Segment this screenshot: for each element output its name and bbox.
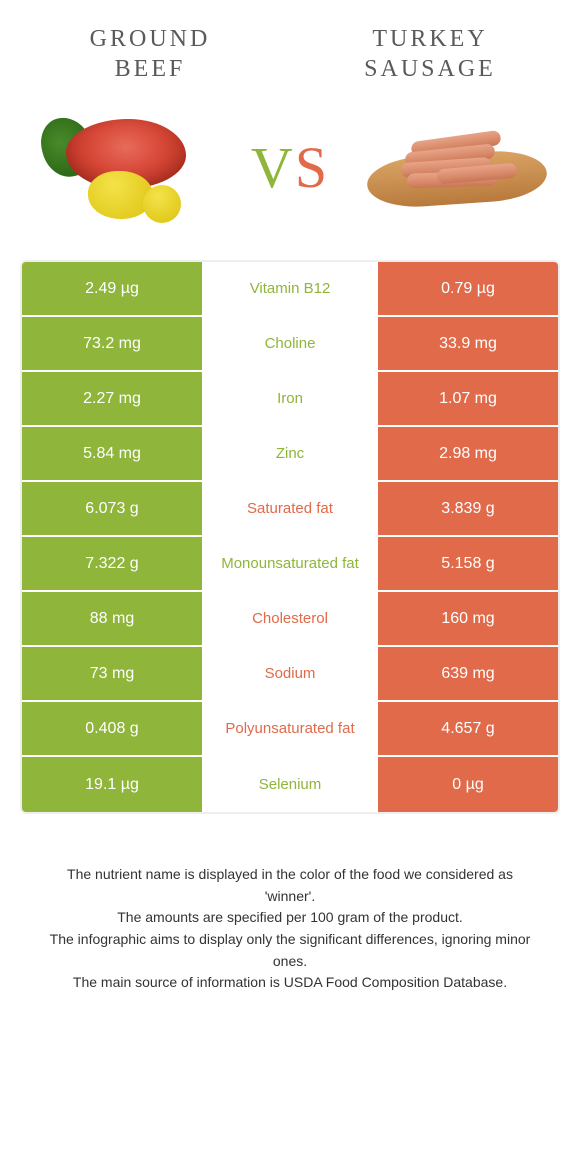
right-value-cell: 33.9 mg <box>378 317 558 370</box>
nutrient-label: Sodium <box>202 647 378 700</box>
left-food-title: GROUND BEEF <box>50 24 250 84</box>
footer-notes: The nutrient name is displayed in the co… <box>20 814 560 994</box>
footer-line-1: The nutrient name is displayed in the co… <box>40 864 540 907</box>
right-value-cell: 0 µg <box>378 757 558 812</box>
nutrient-label: Vitamin B12 <box>202 262 378 315</box>
right-value-cell: 2.98 mg <box>378 427 558 480</box>
vs-label: VS <box>251 134 329 201</box>
table-row: 88 mgCholesterol160 mg <box>22 592 558 647</box>
nutrient-label: Saturated fat <box>202 482 378 535</box>
nutrient-label: Monounsaturated fat <box>202 537 378 590</box>
footer-line-3: The infographic aims to display only the… <box>40 929 540 972</box>
right-value-cell: 5.158 g <box>378 537 558 590</box>
left-value-cell: 2.49 µg <box>22 262 202 315</box>
vs-s-letter: S <box>295 135 329 200</box>
footer-line-2: The amounts are specified per 100 gram o… <box>40 907 540 929</box>
left-value-cell: 6.073 g <box>22 482 202 535</box>
right-food-image <box>362 102 552 232</box>
nutrient-label: Choline <box>202 317 378 370</box>
left-value-cell: 19.1 µg <box>22 757 202 812</box>
left-value-cell: 73.2 mg <box>22 317 202 370</box>
table-row: 2.49 µgVitamin B120.79 µg <box>22 262 558 317</box>
right-title-line1: TURKEY <box>372 26 487 52</box>
right-value-cell: 160 mg <box>378 592 558 645</box>
left-title-line2: BEEF <box>115 56 186 82</box>
left-value-cell: 88 mg <box>22 592 202 645</box>
nutrient-label: Iron <box>202 372 378 425</box>
left-value-cell: 7.322 g <box>22 537 202 590</box>
right-value-cell: 4.657 g <box>378 702 558 755</box>
table-row: 0.408 gPolyunsaturated fat4.657 g <box>22 702 558 757</box>
table-row: 2.27 mgIron1.07 mg <box>22 372 558 427</box>
left-value-cell: 2.27 mg <box>22 372 202 425</box>
table-row: 5.84 mgZinc2.98 mg <box>22 427 558 482</box>
vs-row: VS <box>20 102 560 260</box>
nutrient-label: Zinc <box>202 427 378 480</box>
header: GROUND BEEF TURKEY SAUSAGE <box>20 24 560 102</box>
footer-line-4: The main source of information is USDA F… <box>40 972 540 994</box>
table-row: 6.073 gSaturated fat3.839 g <box>22 482 558 537</box>
table-row: 7.322 gMonounsaturated fat5.158 g <box>22 537 558 592</box>
right-value-cell: 1.07 mg <box>378 372 558 425</box>
left-food-image <box>28 102 218 232</box>
right-value-cell: 3.839 g <box>378 482 558 535</box>
table-row: 19.1 µgSelenium0 µg <box>22 757 558 812</box>
nutrient-label: Cholesterol <box>202 592 378 645</box>
left-value-cell: 0.408 g <box>22 702 202 755</box>
left-value-cell: 5.84 mg <box>22 427 202 480</box>
right-value-cell: 639 mg <box>378 647 558 700</box>
right-food-title: TURKEY SAUSAGE <box>330 24 530 84</box>
nutrient-label: Polyunsaturated fat <box>202 702 378 755</box>
right-title-line2: SAUSAGE <box>364 56 496 82</box>
left-title-line1: GROUND <box>90 26 211 52</box>
right-value-cell: 0.79 µg <box>378 262 558 315</box>
table-row: 73.2 mgCholine33.9 mg <box>22 317 558 372</box>
nutrient-label: Selenium <box>202 757 378 812</box>
table-row: 73 mgSodium639 mg <box>22 647 558 702</box>
comparison-table: 2.49 µgVitamin B120.79 µg73.2 mgCholine3… <box>20 260 560 814</box>
left-value-cell: 73 mg <box>22 647 202 700</box>
vs-v-letter: V <box>251 135 295 200</box>
